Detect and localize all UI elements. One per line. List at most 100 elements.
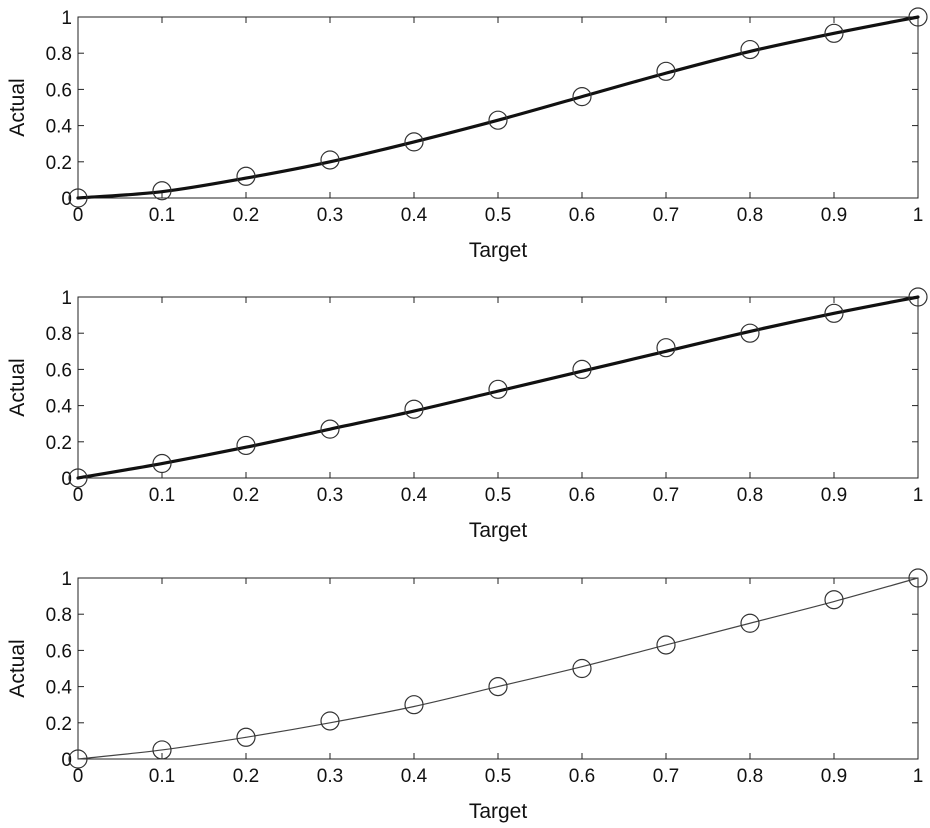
data-point — [68, 188, 88, 208]
x-tick-label: 0.9 — [821, 205, 847, 226]
y-tick-label: 1 — [61, 8, 72, 29]
y-tick-label: 0.8 — [46, 605, 72, 626]
x-tick-label: 0.1 — [149, 485, 175, 506]
data-point — [656, 61, 676, 81]
y-tick-label: 0.6 — [46, 641, 72, 662]
x-axis-label: Target — [469, 239, 528, 262]
data-point — [656, 338, 676, 358]
y-tick-label: 1 — [61, 569, 72, 590]
data-point — [908, 7, 928, 27]
y-axis-label: Actual — [6, 358, 29, 416]
x-tick-label: 0.5 — [485, 485, 511, 506]
data-point — [152, 740, 172, 760]
data-point — [572, 658, 592, 679]
x-tick-label: 0.2 — [233, 205, 259, 226]
data-point — [656, 635, 676, 655]
y-tick-label: 0.2 — [46, 714, 72, 735]
plot-area — [77, 16, 919, 199]
x-tick-label: 0.6 — [569, 205, 595, 226]
data-point — [320, 150, 340, 170]
y-tick-label: 0.4 — [46, 397, 73, 418]
x-tick-label: 0.8 — [737, 766, 763, 787]
data-point — [68, 468, 88, 488]
x-tick-label: 0.3 — [317, 205, 343, 226]
y-tick-label: 0.6 — [46, 80, 72, 101]
series-line — [76, 295, 920, 480]
x-tick-label: 0.9 — [821, 485, 847, 506]
data-point — [236, 727, 256, 747]
y-tick-label: 0.2 — [46, 433, 72, 454]
chart-panel-1: 0 0.1 0.2 0.3 0.4 0.5 0.6 0.7 0.8 0.9 1 0 0.2 0.4 0.6 0… — [6, 7, 928, 262]
y-axis-label: Actual — [6, 78, 29, 136]
data-point — [68, 749, 88, 769]
data-point — [236, 435, 256, 456]
data-point — [236, 166, 256, 186]
x-tick-label: 0.2 — [233, 485, 259, 506]
data-point — [824, 23, 844, 43]
data-point — [152, 453, 172, 474]
x-tick-label: 1 — [913, 485, 924, 506]
data-point — [320, 711, 340, 731]
series-line — [77, 577, 919, 760]
x-tick-label: 0.9 — [821, 766, 847, 787]
x-tick-label: 0 — [73, 766, 84, 787]
x-tick-label: 0.7 — [653, 766, 679, 787]
x-tick-label: 1 — [913, 205, 924, 226]
x-tick-label: 0.8 — [737, 205, 763, 226]
x-tick-label: 0 — [73, 205, 84, 226]
plot-area — [77, 296, 919, 479]
data-point — [404, 132, 424, 152]
x-tick-label: 0.4 — [401, 766, 428, 787]
data-point — [404, 399, 424, 419]
data-point — [824, 590, 844, 610]
data-point — [740, 613, 760, 633]
data-point — [572, 359, 592, 379]
x-tick-label: 0.6 — [569, 485, 595, 506]
x-tick-label: 0.8 — [737, 485, 763, 506]
data-point — [824, 303, 844, 323]
x-tick-label: 0.1 — [149, 205, 175, 226]
data-point — [404, 695, 424, 715]
data-point — [152, 181, 172, 201]
x-axis-label: Target — [469, 519, 528, 542]
x-tick-label: 0.7 — [653, 485, 679, 506]
x-tick-label: 0.4 — [401, 485, 428, 506]
chart-panel-3: 0 0.1 0.2 0.3 0.4 0.5 0.6 0.7 0.8 0.9 1 0 0.2 0.4 0.6 0… — [6, 568, 928, 823]
y-tick-label: 1 — [61, 288, 72, 309]
data-point — [572, 87, 592, 107]
x-tick-label: 1 — [913, 766, 924, 787]
data-point — [740, 39, 760, 60]
y-tick-label: 0.4 — [46, 117, 73, 138]
x-tick-label: 0.3 — [317, 766, 343, 787]
data-point — [908, 568, 928, 588]
x-tick-label: 0.1 — [149, 766, 175, 787]
y-axis-label: Actual — [6, 639, 29, 697]
x-tick-label: 0.2 — [233, 766, 259, 787]
x-tick-label: 0.3 — [317, 485, 343, 506]
data-point — [488, 676, 508, 697]
x-tick-label: 0.6 — [569, 766, 595, 787]
x-tick-label: 0 — [73, 485, 84, 506]
chart-panel-2: 0 0.1 0.2 0.3 0.4 0.5 0.6 0.7 0.8 0.9 1 0 0.2 0.4 0.6 0… — [6, 287, 928, 542]
y-tick-label: 0 — [61, 750, 72, 771]
x-axis-label: Target — [469, 800, 528, 823]
x-tick-label: 0.7 — [653, 205, 679, 226]
y-tick-label: 0.2 — [46, 153, 72, 174]
data-point — [488, 110, 508, 130]
data-point — [488, 379, 508, 399]
y-tick-label: 0.8 — [46, 44, 72, 65]
data-point — [320, 419, 340, 439]
x-tick-label: 0.4 — [401, 205, 428, 226]
data-point — [908, 287, 928, 307]
series-line — [76, 15, 920, 200]
y-tick-label: 0.6 — [46, 360, 72, 381]
y-tick-label: 0.8 — [46, 324, 72, 345]
data-point — [740, 323, 760, 343]
x-tick-label: 0.5 — [485, 205, 511, 226]
y-tick-label: 0 — [61, 469, 72, 490]
y-tick-label: 0 — [61, 189, 72, 210]
plot-area — [77, 577, 919, 760]
y-tick-label: 0.4 — [46, 678, 73, 699]
x-tick-label: 0.5 — [485, 766, 511, 787]
